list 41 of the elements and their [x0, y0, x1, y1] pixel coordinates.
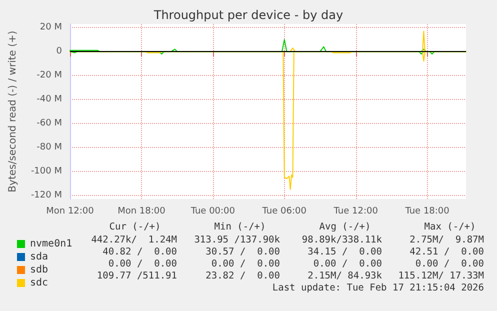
text: 115.12M/ 17.33M	[398, 270, 484, 282]
x-tick-label: Tue 12:00	[332, 206, 378, 216]
y-tick-label: -60 M	[36, 118, 62, 128]
text: 42.51 / 0.00	[404, 246, 484, 258]
text: 98.89k/338.11k	[296, 234, 382, 246]
text: 0.00 / 0.00	[404, 258, 484, 270]
legend-label: nvme0n1	[30, 238, 72, 250]
text: 109.77 /511.91	[96, 270, 178, 282]
text: 0.00 / 0.00	[302, 258, 382, 270]
text: Avg (-/+)	[319, 222, 371, 232]
text: Cur (-/+)	[109, 222, 161, 232]
y-axis-title: Bytes/second read (-) / write (+)	[8, 30, 18, 192]
text: 30.57 / 0.00	[200, 246, 280, 258]
x-tick-label: Mon 18:00	[118, 206, 166, 216]
text: Min (-/+)	[214, 222, 266, 232]
text: 2.15M/ 84.93k	[296, 270, 382, 282]
x-tick-label: Tue 18:00	[404, 206, 450, 216]
y-tick-label: 0	[56, 46, 62, 57]
text: Last update: Tue Feb 17 21:15:04 2026	[272, 282, 484, 294]
legend-label: sdc	[30, 278, 48, 288]
text: 2.75M/ 9.87M	[398, 234, 484, 246]
y-tick-label: -20 M	[36, 70, 62, 81]
y-tick-label: 20 M	[40, 22, 62, 33]
text: 313.95 /137.90k	[194, 234, 280, 246]
x-tick-label: Tue 06:00	[261, 206, 307, 216]
legend-label: sdb	[30, 264, 48, 276]
y-tick-label: -120 M	[30, 190, 62, 200]
y-tick-label: -40 M	[36, 94, 62, 105]
x-tick-label: Tue 00:00	[190, 206, 236, 216]
text: 23.82 / 0.00	[200, 270, 280, 282]
text: 40.82 / 0.00	[96, 246, 178, 258]
legend-label: sda	[30, 252, 48, 262]
y-tick-label: -100 M	[30, 166, 62, 176]
chart-title: Throughput per device - by day	[152, 8, 344, 22]
text: 442.27k/ 1.24M	[91, 234, 178, 246]
text: Max (-/+)	[424, 222, 476, 232]
text: 0.00 / 0.00	[200, 258, 280, 270]
text: 0.00 / 0.00	[96, 258, 178, 270]
y-tick-label: -80 M	[36, 142, 62, 152]
x-tick-label: Mon 12:00	[46, 206, 94, 216]
text: 34.15 / 0.00	[302, 246, 382, 258]
